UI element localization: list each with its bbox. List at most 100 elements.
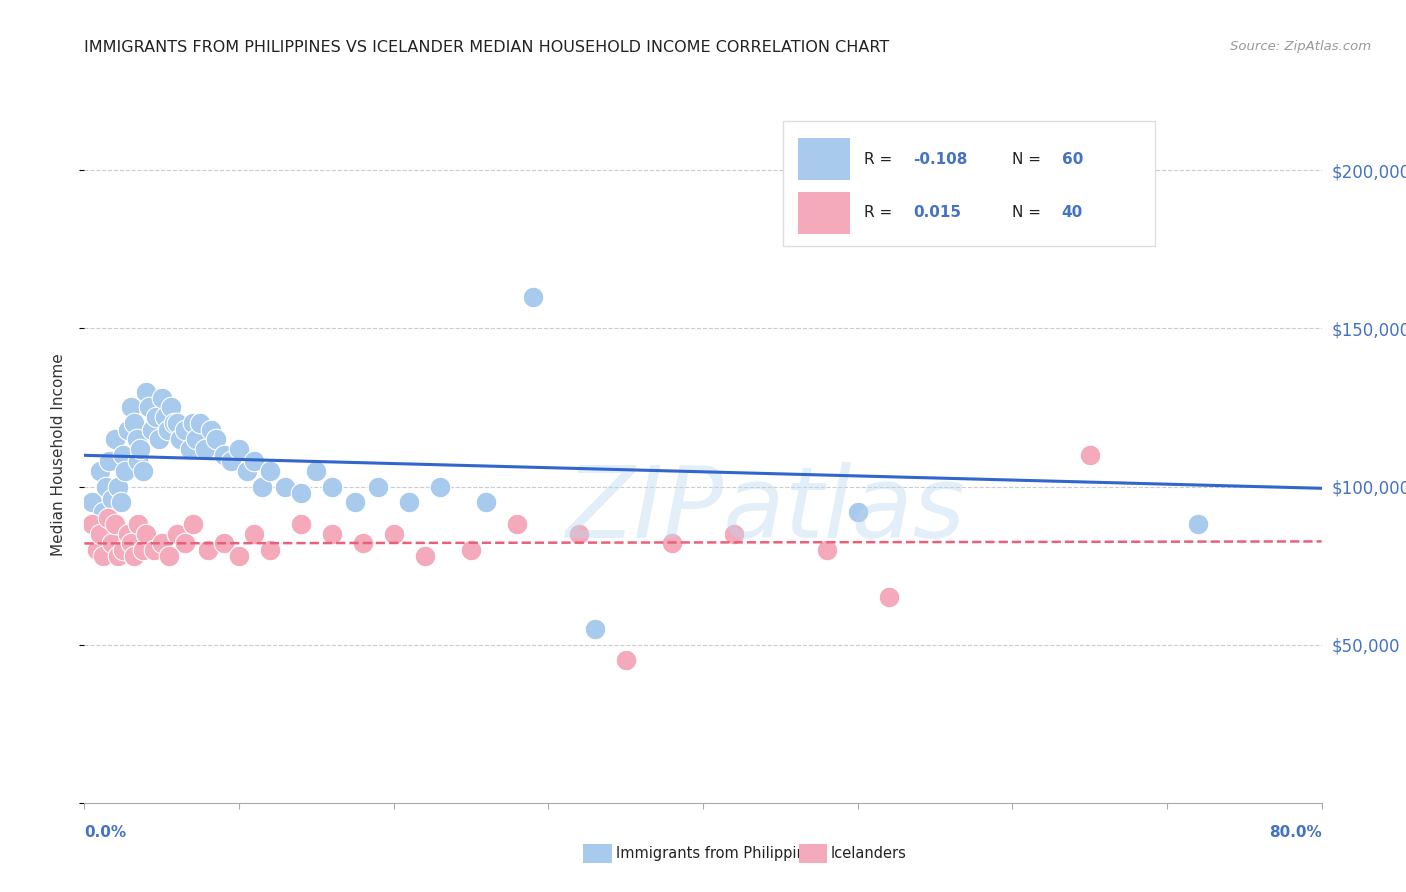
Point (159, 549, 181, 563)
Point (252, 479, 274, 493)
Text: R =: R = (863, 152, 897, 167)
Point (344, 495, 367, 509)
Point (107, 479, 129, 493)
Point (141, 423, 163, 437)
Point (174, 536, 197, 550)
Point (221, 454, 243, 468)
Point (138, 401, 160, 415)
Point (104, 432, 127, 446)
Point (114, 464, 136, 478)
Point (107, 549, 129, 563)
Point (243, 454, 266, 468)
Point (163, 417, 186, 431)
Point (166, 417, 188, 431)
Point (184, 432, 207, 446)
Text: 60: 60 (1062, 152, 1083, 167)
Point (89, 464, 111, 478)
Point (460, 542, 482, 557)
Point (120, 536, 142, 550)
Point (290, 486, 312, 500)
Point (181, 417, 204, 431)
Point (153, 409, 176, 424)
Point (1078, 448, 1101, 462)
Point (89, 527, 111, 541)
Point (274, 479, 297, 493)
Point (132, 464, 155, 478)
Point (86, 517, 108, 532)
Point (429, 479, 451, 493)
Point (212, 536, 235, 550)
Point (128, 454, 150, 468)
Point (166, 527, 188, 541)
Point (568, 527, 591, 541)
Point (815, 542, 838, 557)
Point (86, 542, 108, 557)
Text: Source: ZipAtlas.com: Source: ZipAtlas.com (1230, 40, 1371, 54)
Point (382, 527, 405, 541)
Point (228, 442, 250, 456)
Point (125, 432, 148, 446)
FancyBboxPatch shape (783, 121, 1154, 246)
Point (367, 479, 389, 493)
Point (98, 454, 121, 468)
Point (101, 536, 124, 550)
Point (122, 549, 145, 563)
Point (101, 492, 124, 507)
Point (846, 505, 869, 519)
Point (1187, 517, 1209, 532)
Point (110, 495, 132, 509)
Point (200, 423, 222, 437)
Point (112, 542, 135, 557)
Point (91, 505, 114, 519)
Bar (799, 138, 851, 180)
Text: R =: R = (863, 205, 897, 220)
Text: N =: N = (1012, 152, 1046, 167)
Point (723, 527, 745, 541)
Point (305, 464, 328, 478)
Point (352, 536, 374, 550)
Point (104, 517, 127, 532)
Point (112, 448, 135, 462)
Point (128, 517, 150, 532)
Point (877, 591, 900, 605)
Bar (799, 192, 851, 234)
Point (194, 442, 217, 456)
Point (129, 442, 152, 456)
Point (614, 653, 637, 667)
Point (169, 432, 191, 446)
Point (148, 432, 170, 446)
Point (398, 495, 420, 509)
Point (117, 423, 139, 437)
Point (522, 290, 544, 304)
Point (145, 409, 167, 424)
Point (82, 517, 104, 532)
Point (117, 527, 139, 541)
Point (179, 442, 201, 456)
Point (97, 511, 120, 525)
Point (120, 401, 142, 415)
Point (135, 527, 157, 541)
Point (132, 542, 155, 557)
Point (91, 549, 114, 563)
Point (475, 495, 498, 509)
Text: IMMIGRANTS FROM PHILIPPINES VS ICELANDER MEDIAN HOUSEHOLD INCOME CORRELATION CHA: IMMIGRANTS FROM PHILIPPINES VS ICELANDER… (84, 40, 890, 55)
Point (259, 542, 281, 557)
Point (290, 517, 312, 532)
Point (156, 423, 179, 437)
Point (181, 517, 204, 532)
Text: 40: 40 (1062, 205, 1083, 220)
Text: ZIPatlas: ZIPatlas (565, 462, 965, 559)
Point (82, 495, 104, 509)
Point (583, 622, 606, 636)
Point (143, 542, 166, 557)
Point (243, 527, 266, 541)
Text: 80.0%: 80.0% (1268, 825, 1322, 840)
Point (506, 517, 529, 532)
Point (259, 464, 281, 478)
Point (321, 527, 343, 541)
Point (174, 423, 197, 437)
Point (94, 479, 117, 493)
Text: 0.0%: 0.0% (84, 825, 127, 840)
Point (188, 417, 212, 431)
Point (228, 549, 250, 563)
